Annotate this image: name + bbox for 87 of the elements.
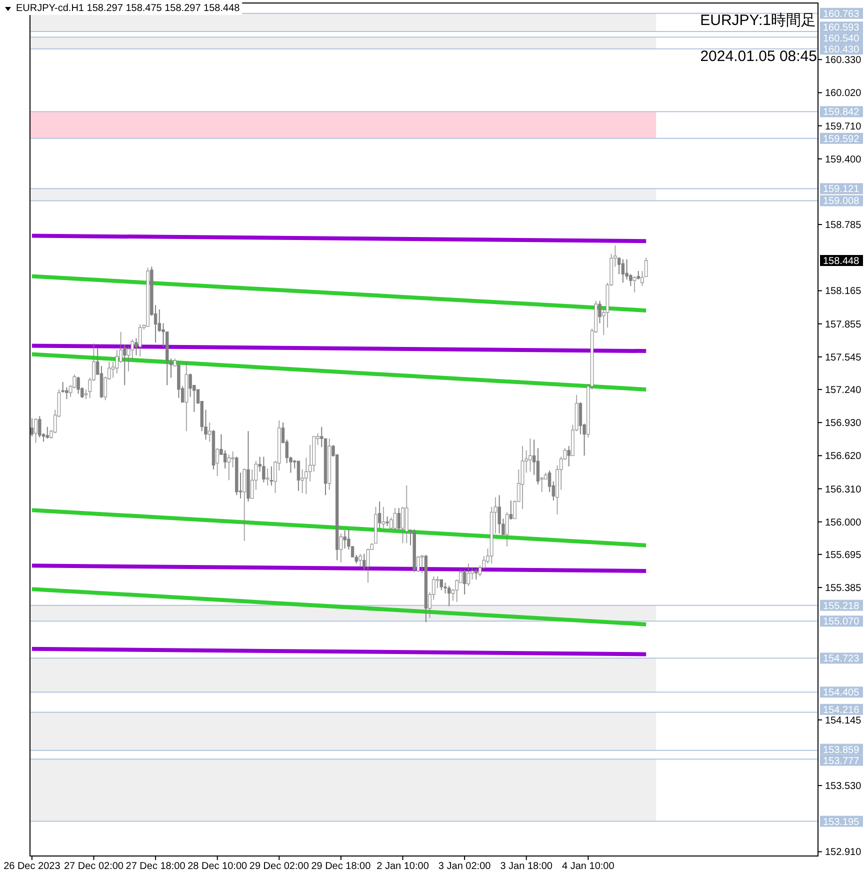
ref-line-label: 153.195 <box>823 816 860 828</box>
ref-line-label: 154.723 <box>823 654 860 665</box>
y-tick-label: 158.785 <box>825 220 862 232</box>
candlestick <box>621 258 625 284</box>
y-tick-label: 157.240 <box>825 384 862 396</box>
candlestick <box>448 585 451 607</box>
y-tick-label: 156.310 <box>825 484 862 496</box>
ref-line-label: 154.405 <box>823 688 860 699</box>
x-tick-label: 4 Jan 10:00 <box>562 861 615 872</box>
y-tick-label: 152.910 <box>825 847 862 858</box>
x-tick-label: 26 Dec 2023 <box>4 861 61 872</box>
ref-line-label: 160.430 <box>823 44 860 56</box>
candlestick <box>266 468 270 486</box>
candlestick <box>644 257 648 278</box>
candlestick <box>296 460 300 492</box>
x-tick-label: 3 Jan 18:00 <box>500 861 553 872</box>
x-tick-label: 27 Dec 18:00 <box>126 861 186 872</box>
ref-line-label: 159.008 <box>823 196 860 208</box>
candlestick <box>397 507 400 530</box>
candlestick <box>358 553 362 568</box>
candlestick <box>115 349 119 374</box>
candlestick <box>389 517 393 530</box>
candlestick <box>578 402 582 435</box>
y-tick-label: 159.400 <box>825 154 862 166</box>
y-tick-label: 160.330 <box>825 55 862 66</box>
ref-line-label: 159.592 <box>823 134 860 145</box>
y-tick-label: 154.145 <box>825 715 862 726</box>
candlestick <box>520 446 524 510</box>
candlestick <box>242 468 246 542</box>
candlestick <box>366 548 370 584</box>
candlestick <box>362 553 366 570</box>
y-tick-label: 156.620 <box>825 451 862 462</box>
y-tick-label: 157.855 <box>825 319 862 330</box>
y-tick-label: 153.530 <box>825 781 862 792</box>
candlestick <box>223 450 227 469</box>
x-tick-label: 29 Dec 02:00 <box>249 861 310 872</box>
candlestick <box>46 426 49 440</box>
ref-line-label: 153.777 <box>823 756 860 767</box>
candlestick <box>474 568 478 580</box>
ref-line-label: 153.859 <box>823 744 860 756</box>
candlestick <box>466 562 470 586</box>
ref-line-label: 160.763 <box>823 8 860 20</box>
y-tick-label: 159.710 <box>825 121 862 132</box>
candlestick <box>227 454 231 481</box>
y-tick-label: 158.165 <box>825 286 862 298</box>
x-tick-label: 2 Jan 10:00 <box>376 861 430 872</box>
text: 158.448 <box>823 256 860 267</box>
ref-line-label: 155.218 <box>823 600 860 612</box>
candlestick <box>640 270 644 286</box>
candlestick <box>536 448 540 485</box>
candlestick <box>462 569 466 595</box>
candlestick <box>617 256 621 275</box>
candlestick <box>270 466 274 486</box>
y-tick-label: 160.020 <box>825 88 862 100</box>
candlestick <box>401 506 405 544</box>
candlestick <box>528 438 532 472</box>
ref-line-label: 160.593 <box>823 22 860 34</box>
candlestick <box>30 418 34 437</box>
candlestick <box>404 485 408 544</box>
candlestick <box>548 470 552 492</box>
candlestick <box>34 418 38 444</box>
candlestick <box>343 530 346 550</box>
y-tick-label: 155.695 <box>825 550 862 561</box>
x-tick-label: 3 Jan 02:00 <box>438 861 492 872</box>
x-tick-label: 28 Dec 10:00 <box>188 861 248 872</box>
ref-line-label: 160.540 <box>823 34 860 45</box>
candlestick <box>100 365 104 399</box>
candlestick <box>262 456 266 483</box>
ref-line-label: 155.070 <box>823 616 860 628</box>
candlestick <box>393 507 397 531</box>
candlestick <box>76 376 80 394</box>
x-tick-label: 29 Dec 18:00 <box>311 861 372 872</box>
y-tick-label: 155.385 <box>825 583 862 594</box>
text: EURJPY:1時間足 <box>700 12 816 29</box>
candlestick <box>138 324 142 357</box>
ref-line-label: 159.121 <box>823 184 860 196</box>
candlestick <box>440 578 443 591</box>
annotation: EURJPY-cd.H1 158.297 158.475 158.297 158.448 <box>16 3 240 14</box>
y-tick-label: 156.930 <box>825 418 862 430</box>
candlestick <box>498 494 501 534</box>
y-tick-label: 157.545 <box>825 352 862 364</box>
x-tick-label: 27 Dec 02:00 <box>64 861 124 872</box>
y-tick-label: 156.000 <box>825 517 862 528</box>
ref-line-label: 154.216 <box>823 704 860 716</box>
candlestick <box>386 516 389 527</box>
ref-line-label: 159.842 <box>823 107 860 118</box>
text: 2024.01.05 08:45 <box>700 48 817 65</box>
